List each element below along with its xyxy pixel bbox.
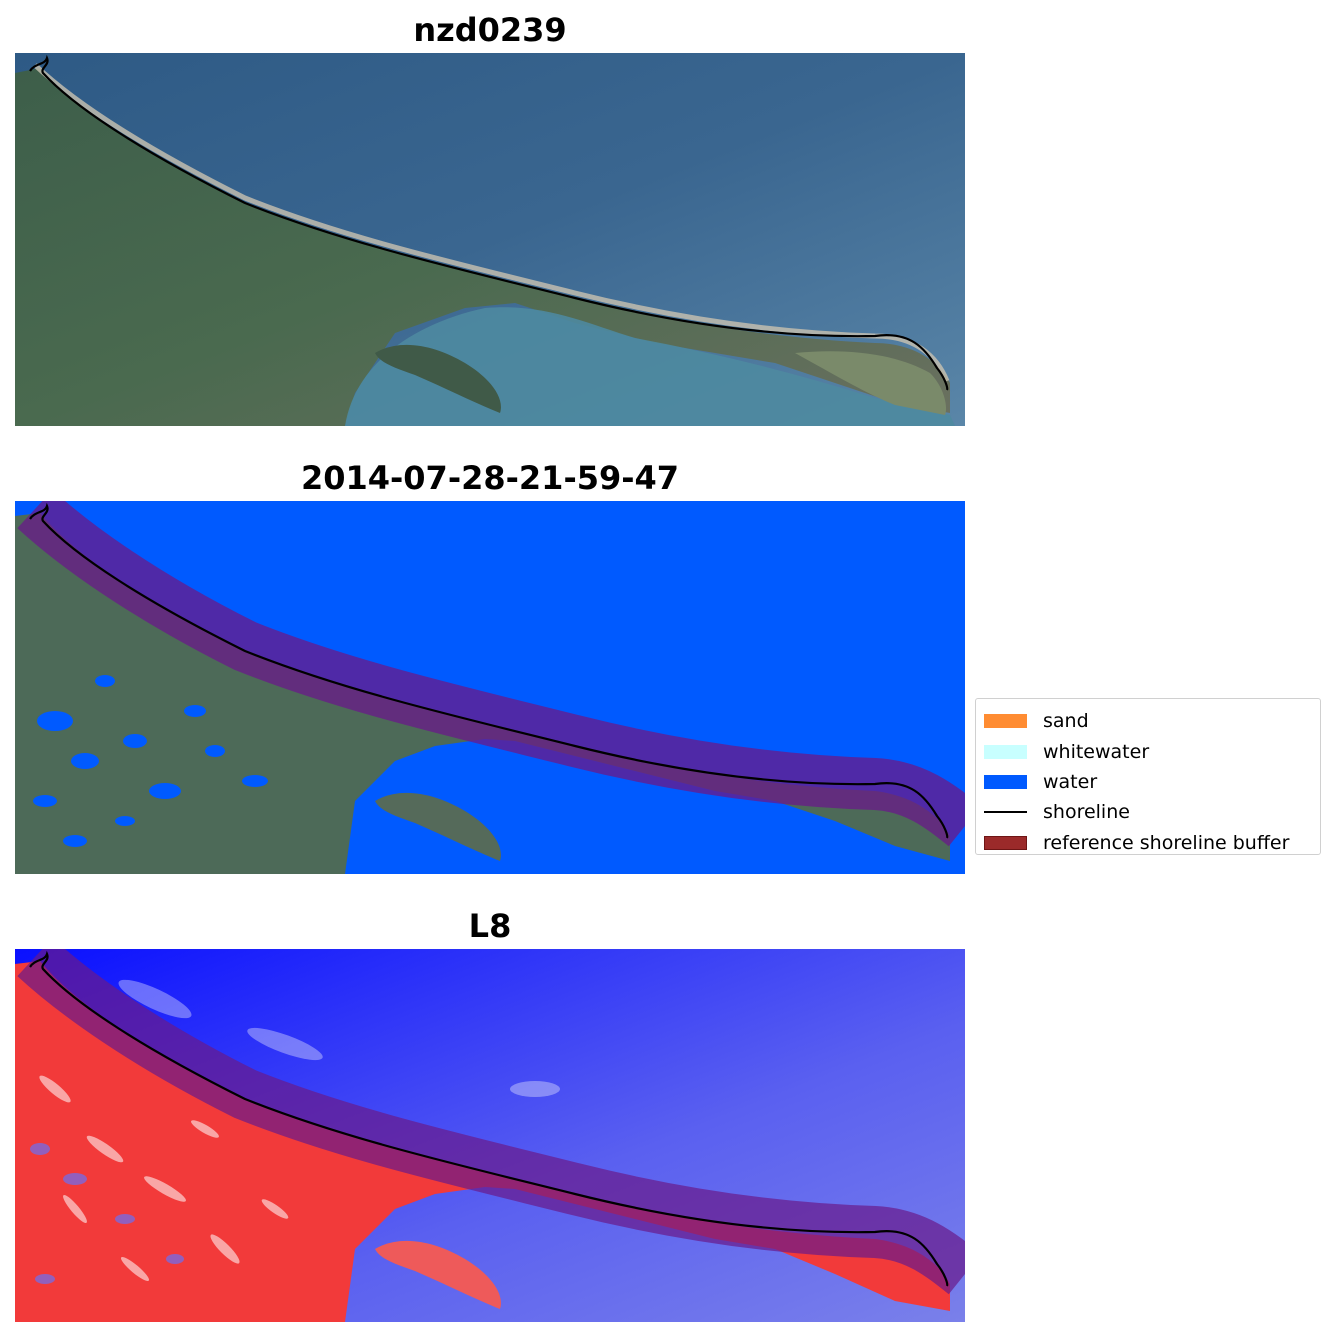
- panel-title-date: 2014-07-28-21-59-47: [300, 459, 680, 497]
- index-panel: [15, 949, 965, 1322]
- legend-label: whitewater: [1043, 740, 1150, 763]
- rgb-image-panel: [15, 53, 965, 426]
- panel-title-satellite: L8: [468, 907, 512, 945]
- legend-item-buffer: reference shoreline buffer: [976, 828, 1320, 858]
- inland-water-patches: [33, 675, 268, 847]
- classification-image: [15, 501, 965, 874]
- legend-item-shoreline: shoreline: [976, 797, 1320, 827]
- panel-title-rgb: nzd0239: [413, 11, 567, 49]
- whitewater-swatch: [984, 744, 1027, 759]
- island: [375, 792, 501, 861]
- legend-label: water: [1043, 770, 1098, 793]
- land-area: [15, 68, 950, 426]
- classification-panel: [15, 501, 965, 874]
- legend-item-water: water: [976, 767, 1320, 797]
- shoreline-line: [29, 950, 949, 1287]
- legend-item-whitewater: whitewater: [976, 736, 1320, 766]
- shoreline-line: [29, 502, 949, 839]
- spit-golf-course: [795, 351, 947, 415]
- island: [375, 1240, 501, 1309]
- shoreline-line-swatch: [984, 811, 1027, 814]
- legend-item-sand: sand: [976, 706, 1320, 736]
- sand-swatch: [984, 714, 1027, 729]
- white-streaks: [39, 1075, 289, 1281]
- legend: sand whitewater water shoreline referenc…: [975, 698, 1321, 855]
- legend-label: sand: [1043, 710, 1089, 733]
- legend-label: reference shoreline buffer: [1043, 831, 1290, 854]
- legend-label: shoreline: [1043, 801, 1130, 824]
- island: [375, 344, 501, 413]
- buffer-swatch: [984, 835, 1027, 850]
- blue-patches: [30, 1143, 184, 1284]
- index-image: [15, 949, 965, 1322]
- shoreline-line: [29, 54, 949, 391]
- water-swatch: [984, 774, 1027, 789]
- sea-clouds: [118, 979, 560, 1097]
- rgb-satellite-image: [15, 53, 965, 426]
